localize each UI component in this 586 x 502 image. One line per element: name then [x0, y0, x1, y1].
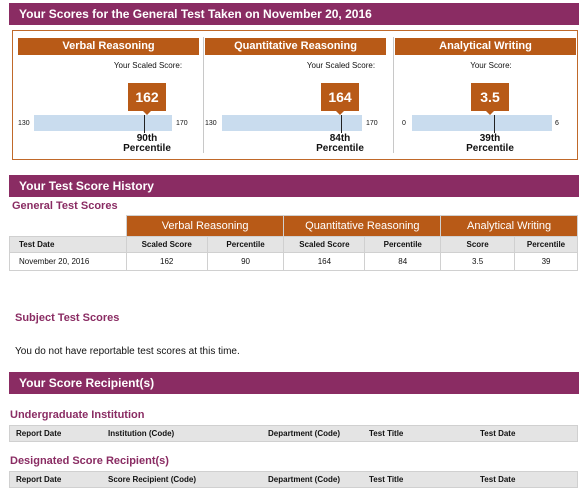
- group-quant-header: Quantitative Reasoning: [283, 215, 442, 237]
- col-header-department-code: Department (Code): [268, 475, 341, 484]
- col-header-score-recipient-code: Score Recipient (Code): [108, 475, 197, 484]
- quant-score-value: 164: [321, 83, 359, 111]
- group-verbal-header: Verbal Reasoning: [125, 215, 285, 237]
- column-header-row: Test Date Scaled Score Percentile Scaled…: [9, 236, 578, 253]
- col-header-writing-score: Score: [440, 236, 516, 253]
- group-writing-header: Analytical Writing: [440, 215, 578, 237]
- writing-section-heading: Analytical Writing: [395, 38, 576, 55]
- score-group-header-row: Verbal Reasoning Quantitative Reasoning …: [10, 215, 578, 237]
- no-subject-scores-message: You do not have reportable test scores a…: [15, 346, 240, 357]
- writing-percentile: 39th Percentile: [460, 134, 520, 154]
- col-header-test-title: Test Title: [369, 429, 404, 438]
- verbal-score-pointer: [143, 111, 151, 115]
- general-test-scores-table: Verbal Reasoning Quantitative Reasoning …: [9, 215, 578, 271]
- col-header-verbal-percentile: Percentile: [206, 236, 285, 253]
- col-header-institution-code: Institution (Code): [108, 429, 175, 438]
- score-recipients-banner: Your Score Recipient(s): [9, 372, 579, 394]
- verbal-percentile-label: Percentile: [123, 143, 171, 154]
- col-header-quant-scaled: Scaled Score: [283, 236, 366, 253]
- col-header-test-date: Test Date: [480, 475, 516, 484]
- designated-recipients-heading: Designated Score Recipient(s): [10, 455, 169, 467]
- verbal-percentile-rank: 90th: [136, 133, 158, 144]
- verbal-score-panel: Verbal Reasoning Your Scaled Score: 162 …: [13, 31, 203, 159]
- quant-scale-max: 170: [366, 120, 378, 127]
- col-header-report-date: Report Date: [16, 475, 62, 484]
- quant-scale-bar: [222, 115, 362, 131]
- quant-score-marker: [341, 115, 342, 133]
- col-header-verbal-scaled: Scaled Score: [125, 236, 208, 253]
- verbal-score-value: 162: [128, 83, 166, 111]
- cell-quant-percentile: 84: [364, 252, 442, 271]
- col-header-quant-percentile: Percentile: [364, 236, 442, 253]
- col-header-test-title: Test Title: [369, 475, 404, 484]
- quant-scale-min: 130: [205, 120, 217, 127]
- col-header-report-date: Report Date: [16, 429, 62, 438]
- quant-score-pointer: [336, 111, 344, 115]
- quant-percentile-rank: 84th: [329, 133, 351, 144]
- column-divider: [393, 37, 394, 153]
- quant-section-heading: Quantitative Reasoning: [205, 38, 386, 55]
- undergraduate-institution-heading: Undergraduate Institution: [10, 409, 145, 421]
- empty-cell: [10, 216, 127, 237]
- col-header-department-code: Department (Code): [268, 429, 341, 438]
- verbal-scale-max: 170: [176, 120, 188, 127]
- designated-recipients-table-header: Report Date Score Recipient (Code) Depar…: [9, 471, 578, 488]
- writing-scale-min: 0: [402, 120, 406, 127]
- cell-writing-percentile: 39: [514, 252, 578, 271]
- verbal-scaled-label: Your Scaled Score:: [113, 61, 183, 70]
- scores-banner: Your Scores for the General Test Taken o…: [9, 3, 579, 25]
- verbal-section-heading: Verbal Reasoning: [18, 38, 199, 55]
- verbal-score-marker: [144, 115, 146, 133]
- cell-writing-score: 3.5: [440, 252, 516, 271]
- col-header-writing-percentile: Percentile: [514, 236, 578, 253]
- cell-quant-scaled: 164: [283, 252, 366, 271]
- writing-score-panel: Analytical Writing Your Score: 3.5 0 6 3…: [393, 31, 579, 159]
- quant-percentile: 84th Percentile: [310, 134, 370, 154]
- col-header-test-date: Test Date: [9, 236, 127, 253]
- cell-verbal-scaled: 162: [125, 252, 208, 271]
- quant-percentile-label: Percentile: [316, 143, 364, 154]
- col-header-test-date: Test Date: [480, 429, 516, 438]
- verbal-percentile: 90th Percentile: [117, 134, 177, 154]
- verbal-scale-bar: [34, 115, 172, 131]
- writing-scale-max: 6: [555, 120, 559, 127]
- undergraduate-institution-table-header: Report Date Institution (Code) Departmen…: [9, 425, 578, 442]
- writing-percentile-label: Percentile: [466, 143, 514, 154]
- verbal-scale-min: 130: [18, 120, 30, 127]
- score-summary-panel: Verbal Reasoning Your Scaled Score: 162 …: [12, 30, 578, 160]
- writing-percentile-rank: 39th: [479, 133, 501, 144]
- writing-score-value: 3.5: [471, 83, 509, 111]
- writing-scaled-label: Your Score:: [470, 61, 512, 70]
- score-history-banner: Your Test Score History: [9, 175, 579, 197]
- cell-test-date: November 20, 2016: [9, 252, 127, 271]
- writing-score-marker: [493, 115, 495, 133]
- cell-verbal-percentile: 90: [206, 252, 285, 271]
- writing-score-pointer: [486, 111, 494, 115]
- general-test-scores-heading: General Test Scores: [12, 200, 118, 212]
- table-row: November 20, 2016 162 90 164 84 3.5 39: [9, 252, 578, 271]
- writing-scale-bar: [412, 115, 552, 131]
- column-divider: [203, 37, 204, 153]
- quant-score-panel: Quantitative Reasoning Your Scaled Score…: [203, 31, 393, 159]
- quant-scaled-label: Your Scaled Score:: [306, 61, 376, 70]
- subject-test-scores-heading: Subject Test Scores: [15, 312, 120, 324]
